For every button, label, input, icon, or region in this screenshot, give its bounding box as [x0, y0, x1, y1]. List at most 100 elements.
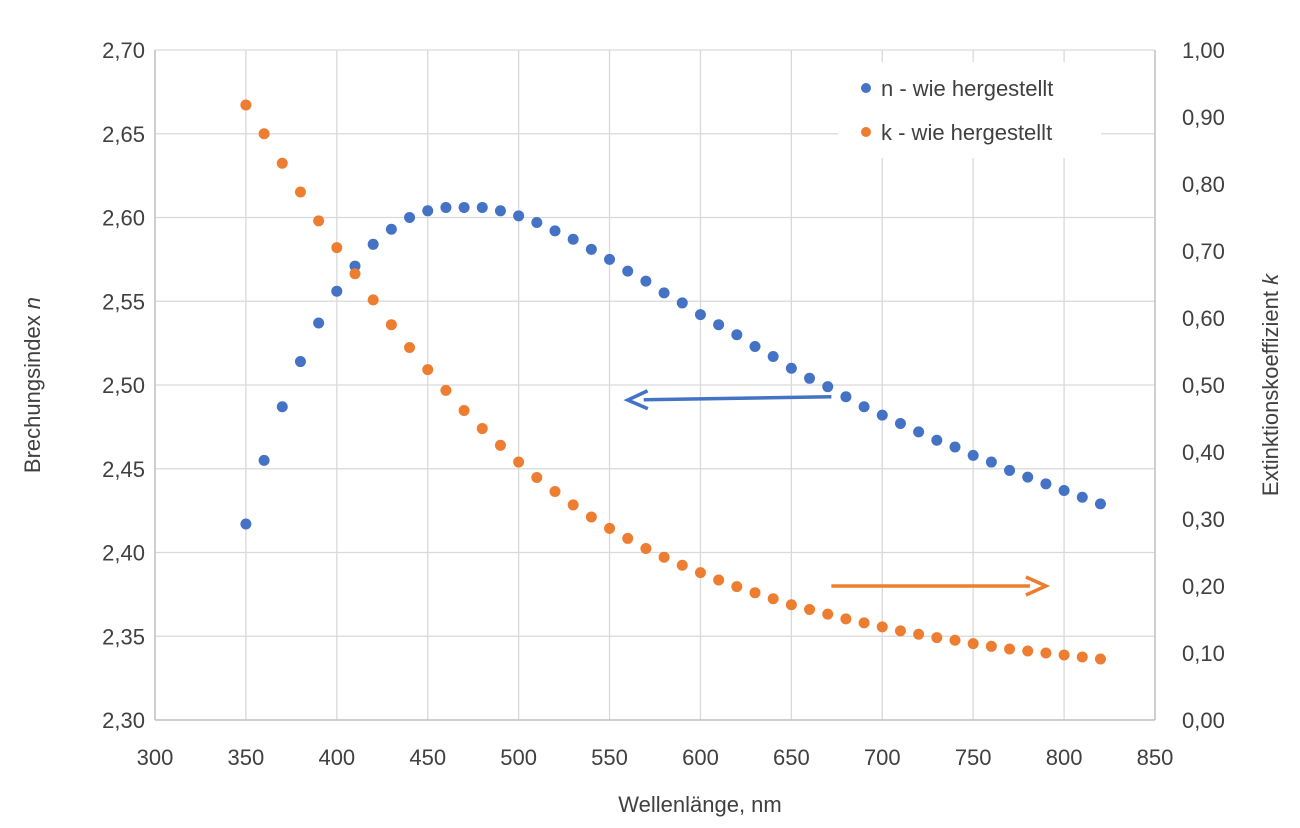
data-point-n	[894, 418, 906, 430]
data-point-n	[331, 285, 343, 297]
data-point-k	[294, 186, 306, 198]
data-point-n	[913, 426, 925, 438]
data-point-k	[1094, 653, 1106, 665]
data-point-k	[949, 634, 961, 646]
data-point-n	[658, 287, 670, 299]
data-point-n	[567, 233, 579, 245]
y-right-tick-label: 0,10	[1182, 641, 1225, 666]
data-point-n	[513, 210, 525, 222]
data-point-k	[385, 319, 397, 331]
data-point-n	[1004, 464, 1016, 476]
data-point-k	[476, 423, 488, 435]
y-right-tick-label: 0,60	[1182, 306, 1225, 331]
x-tick-label: 500	[500, 745, 537, 770]
arrow-right-k-head	[1025, 575, 1051, 597]
y-left-tick-label: 2,60	[102, 206, 145, 231]
data-point-n	[604, 253, 616, 265]
x-tick-label: 550	[591, 745, 628, 770]
arrow-left-n	[623, 389, 832, 411]
data-point-n	[313, 317, 325, 329]
arrow-right-k	[831, 575, 1051, 597]
data-point-n	[840, 391, 852, 403]
data-point-k	[622, 532, 634, 544]
data-point-n	[349, 260, 361, 272]
data-point-n	[694, 309, 706, 321]
data-point-k	[258, 128, 270, 140]
annotation-arrows	[623, 389, 1051, 597]
data-point-n	[640, 275, 652, 287]
y-axis-right-title-text: Extinktionskoeffizient	[1258, 285, 1283, 496]
data-point-n	[276, 401, 288, 413]
data-point-n	[1040, 478, 1052, 490]
y-left-tick-label: 2,45	[102, 457, 145, 482]
data-point-k	[240, 99, 252, 111]
legend-box	[838, 62, 1101, 158]
data-point-k	[513, 456, 525, 468]
y-axis-left-title-var: n	[20, 297, 45, 309]
arrow-left-n-shaft	[643, 394, 832, 402]
x-axis-title: Wellenlänge, nm	[618, 792, 781, 817]
data-point-k	[1040, 647, 1052, 659]
y-right-tick-label: 0,40	[1182, 440, 1225, 465]
data-point-n	[585, 243, 597, 255]
legend-label-k: k - wie hergestellt	[881, 120, 1052, 145]
y-right-tick-label: 1,00	[1182, 38, 1225, 63]
x-tick-label: 850	[1137, 745, 1174, 770]
data-point-k	[858, 617, 870, 629]
x-tick-label: 450	[409, 745, 446, 770]
data-point-k	[676, 559, 688, 571]
data-point-n	[1022, 471, 1034, 483]
y-right-tick-label: 0,70	[1182, 239, 1225, 264]
data-point-n	[767, 351, 779, 363]
data-point-k	[694, 567, 706, 579]
data-point-k	[804, 603, 816, 615]
y-axis-right-title: Extinktionskoeffizient k	[1258, 273, 1283, 496]
x-tick-label: 300	[137, 745, 174, 770]
data-point-n	[713, 319, 725, 331]
data-point-k	[749, 587, 761, 599]
x-tick-label: 350	[228, 745, 265, 770]
legend-marker-n	[861, 83, 871, 93]
data-point-k	[913, 628, 925, 640]
data-point-k	[876, 621, 888, 633]
data-point-k	[640, 542, 652, 554]
tick-labels: 300 350 400 450 500 550 600 650 700 750 800 850 2,30…	[102, 38, 1225, 770]
x-tick-label: 600	[682, 745, 719, 770]
data-point-n	[822, 381, 834, 393]
legend-marker-k	[861, 127, 871, 137]
data-point-k	[1058, 649, 1070, 661]
y-left-tick-label: 2,30	[102, 708, 145, 733]
data-point-n	[931, 434, 943, 446]
data-point-k	[967, 638, 979, 650]
data-point-k	[822, 608, 834, 620]
data-point-k	[440, 384, 452, 396]
data-point-n	[804, 372, 816, 384]
data-point-n	[858, 401, 870, 413]
y-left-tick-label: 2,35	[102, 624, 145, 649]
data-point-n	[440, 201, 452, 213]
data-point-n	[367, 238, 379, 250]
data-point-k	[785, 599, 797, 611]
data-point-n	[749, 340, 761, 352]
data-point-k	[331, 242, 343, 254]
data-point-k	[1004, 643, 1016, 655]
data-point-k	[404, 341, 416, 353]
data-point-k	[567, 499, 579, 511]
x-tick-label: 750	[955, 745, 992, 770]
x-tick-label: 700	[864, 745, 901, 770]
x-tick-label: 650	[773, 745, 810, 770]
data-point-k	[767, 593, 779, 605]
data-point-k	[658, 551, 670, 563]
data-point-k	[731, 581, 743, 593]
legend-label-n: n - wie hergestellt	[881, 76, 1053, 101]
data-point-n	[240, 518, 252, 530]
x-tick-label: 800	[1046, 745, 1083, 770]
data-point-k	[985, 640, 997, 652]
y-right-tick-label: 0,20	[1182, 574, 1225, 599]
y-right-tick-label: 0,50	[1182, 373, 1225, 398]
data-point-k	[349, 268, 361, 280]
data-point-n	[676, 297, 688, 309]
y-axis-right-title-var: k	[1258, 273, 1283, 285]
y-axis-left-title: Brechungsindex n	[20, 297, 45, 473]
